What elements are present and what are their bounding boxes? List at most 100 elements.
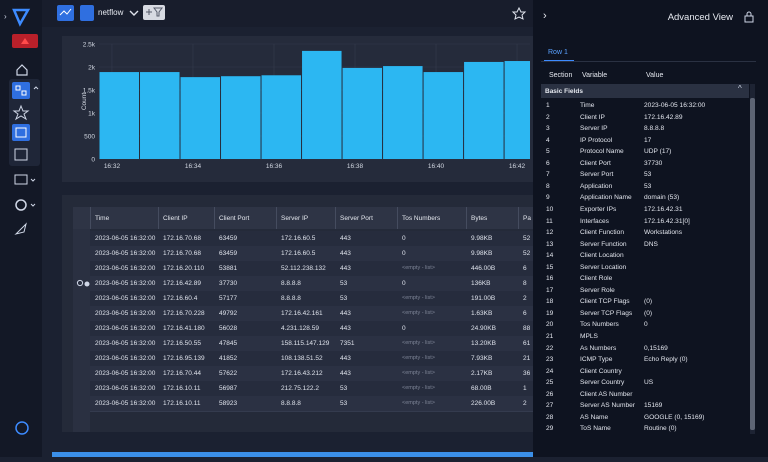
dashboards-icon[interactable] — [12, 82, 30, 99]
row-gutter — [73, 229, 90, 432]
table-cell: 9.98KB — [471, 235, 493, 242]
section-chevron[interactable]: ^ — [738, 84, 742, 93]
table-cell: 53881 — [219, 265, 238, 272]
home-icon[interactable] — [16, 64, 28, 76]
variable-name: ToS Name — [580, 425, 611, 433]
row-number: 11 — [546, 217, 553, 225]
column-divider — [90, 207, 91, 229]
y-tick-label: 0 — [91, 157, 95, 164]
table-cell: 172.16.42.161 — [281, 310, 323, 317]
table-cell: 443 — [340, 250, 351, 257]
panel-title: Advanced View — [667, 12, 733, 23]
column-header: Time — [95, 215, 110, 222]
table-cell: 108.138.51.52 — [281, 355, 323, 362]
table-cell: 63459 — [219, 250, 238, 257]
row-actions[interactable] — [76, 279, 92, 289]
x-tick-label: 16:42 — [509, 163, 526, 170]
row-number: 22 — [546, 344, 554, 352]
variable-value: 0 — [644, 321, 648, 329]
collapse-icon[interactable]: › — [543, 10, 547, 22]
bar — [342, 67, 383, 159]
row-number: 15 — [546, 263, 554, 271]
table-cell: 21 — [523, 355, 531, 362]
table-cell: 2023-06-05 16:32:00 — [95, 235, 156, 242]
variable-name: Time — [580, 102, 595, 109]
table-cell: 2023-06-05 16:32:00 — [95, 370, 156, 377]
section-name: Basic Fields — [545, 88, 583, 95]
variable-name: IP Protocol — [580, 136, 613, 144]
table-cell: <empty - list> — [402, 310, 436, 316]
top-bar-icons — [57, 5, 527, 21]
table-cell: 136KB — [471, 280, 491, 287]
variable-name: ICMP Type — [580, 356, 613, 364]
table-cell: 172.16.41.180 — [163, 325, 205, 332]
alert-icon — [21, 38, 29, 44]
table-cell: 6 — [523, 265, 527, 272]
x-tick-label: 16:34 — [185, 163, 202, 170]
logs-icon[interactable] — [14, 174, 28, 185]
favorite-star[interactable] — [511, 6, 527, 20]
grid-glyph — [21, 90, 27, 96]
row-number: 14 — [546, 252, 554, 260]
table-cell: <empty - list> — [402, 340, 436, 346]
table-icon[interactable] — [14, 148, 28, 161]
table-cell: 49792 — [219, 310, 238, 317]
launch-icon[interactable] — [14, 222, 27, 235]
table-cell: 58923 — [219, 400, 238, 407]
table-cell: <empty - list> — [402, 370, 436, 376]
table-header — [73, 207, 533, 229]
tab-row-1[interactable]: Row 1 — [548, 49, 568, 56]
table-panel: Time Client IP Client Port Server IP Server … — [62, 195, 533, 432]
zoom-icon[interactable] — [76, 279, 84, 287]
reports-icon[interactable] — [12, 124, 30, 141]
variable-name: Server TCP Flags — [580, 309, 633, 317]
variable-name: MPLS — [580, 333, 598, 340]
table-cell: 0 — [402, 325, 406, 332]
explore-icon[interactable] — [15, 421, 29, 435]
table-cell: 2.17KB — [471, 370, 493, 377]
variable-name: Server Function — [580, 240, 627, 248]
table-cell: 158.115.147.129 — [281, 340, 330, 347]
variable-value: (0) — [644, 298, 653, 306]
table-cell: 63459 — [219, 235, 238, 242]
row-number: 1 — [546, 102, 550, 109]
pin-icon[interactable] — [84, 281, 90, 287]
grid-glyph — [15, 85, 21, 91]
expand-icon[interactable]: › — [4, 12, 7, 21]
column-header: Pa — [523, 215, 531, 222]
variable-name: Client AS Number — [580, 390, 633, 398]
lock-icon[interactable] — [743, 11, 755, 23]
column-divider — [276, 207, 277, 229]
sidebar-icons: › — [4, 8, 40, 435]
logo[interactable] — [12, 8, 31, 27]
table-cell: 443 — [340, 310, 351, 317]
panel-column-header: Section — [549, 72, 573, 79]
bar — [464, 61, 504, 159]
table-cell: 13.20KB — [471, 340, 496, 347]
scrollbar-thumb[interactable] — [750, 98, 755, 430]
table-cell: 2023-06-05 16:32:00 — [95, 265, 156, 272]
bar — [180, 77, 221, 159]
variable-name: Protocol Name — [580, 148, 624, 156]
variable-value: 8.8.8.8 — [644, 125, 665, 133]
table-cell: 6 — [523, 310, 527, 317]
favorites-icon[interactable] — [12, 104, 30, 121]
variable-value: 172.16.42.89 — [644, 113, 683, 121]
variable-name: Client Port — [580, 159, 611, 167]
settings-icon[interactable] — [15, 199, 27, 211]
variable-value: domain (53) — [644, 194, 680, 202]
advanced-view-panel: › Advanced View Row 1 ^ Section Variable V… — [533, 0, 768, 457]
row-number: 19 — [546, 309, 554, 317]
variable-value: US — [644, 379, 654, 387]
table-cell: 8.8.8.8 — [281, 400, 301, 407]
source-dropdown[interactable] — [129, 10, 139, 16]
y-tick-label: 1.5k — [83, 88, 96, 95]
bar — [221, 76, 261, 159]
variable-value: DNS — [644, 240, 658, 248]
table-cell: 2023-06-05 16:32:00 — [95, 340, 156, 347]
histogram-chart: 0 500 1k 1.5k 2k 2.5k 16:32 16:34 16:36 16:38 16:4… — [81, 42, 530, 170]
table-cell: <empty - list> — [402, 295, 436, 301]
variable-value: Workstations — [644, 229, 682, 237]
table-cell: 172.16.43.212 — [281, 370, 323, 377]
column-header: Server IP — [281, 215, 309, 222]
